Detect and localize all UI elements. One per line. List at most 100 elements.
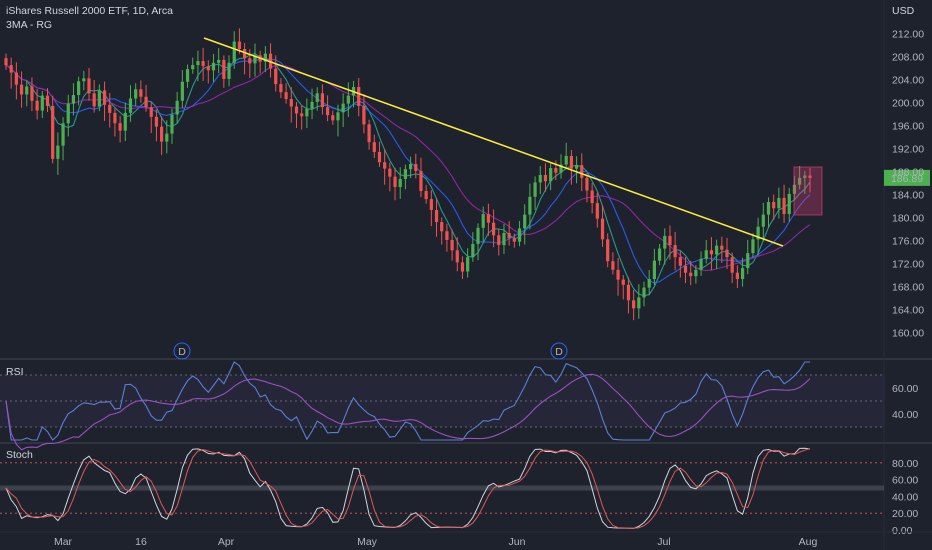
candle-body — [144, 96, 148, 108]
candle-body — [642, 287, 646, 298]
candle-body — [87, 78, 91, 94]
candle-body — [56, 145, 60, 159]
event-marker — [173, 342, 191, 360]
candle-body — [185, 69, 190, 82]
candle-body — [689, 272, 693, 277]
stoch-tick-label: 20.00 — [892, 508, 918, 520]
candlesticks — [4, 28, 812, 321]
candle-body — [720, 245, 724, 250]
price-tick-label: 180.00 — [892, 213, 924, 225]
candle-body — [310, 101, 314, 109]
candle-body — [196, 61, 200, 66]
stoch-title[interactable]: Stoch — [6, 449, 33, 461]
candle-body — [51, 105, 55, 159]
candle-body — [574, 165, 579, 169]
candle-body — [242, 49, 247, 59]
candle-body — [165, 133, 169, 142]
candle-body — [434, 210, 439, 223]
candle-body — [616, 269, 620, 280]
stoch-midband — [0, 485, 884, 491]
candle-body — [414, 164, 418, 171]
price-tick-label: 200.00 — [892, 98, 924, 110]
rsi-title[interactable]: RSI — [6, 366, 24, 378]
candle-body — [227, 62, 231, 79]
candle-body — [632, 300, 636, 309]
candle-body — [315, 93, 319, 102]
candle-body — [766, 201, 771, 215]
candle-body — [305, 108, 309, 117]
ma-slow-line — [5, 64, 811, 272]
candle-body — [756, 226, 760, 240]
candle-body — [637, 297, 641, 309]
candle-body — [569, 155, 574, 169]
candle-body — [502, 233, 506, 246]
candle-body — [497, 235, 501, 246]
candle-body — [35, 100, 39, 111]
candle-body — [14, 72, 18, 85]
candle-body — [274, 68, 278, 85]
candle-body — [284, 92, 288, 100]
stoch-tick-label: 40.00 — [892, 491, 918, 503]
candle-body — [263, 53, 267, 62]
candle-body — [673, 245, 677, 258]
candle-body — [383, 162, 387, 169]
candle-body — [170, 114, 174, 134]
last-price-badge — [884, 169, 930, 186]
time-tick-label: Jul — [657, 536, 670, 548]
candle-body — [663, 235, 667, 249]
candle-body — [533, 182, 537, 197]
price-tick-label: 172.00 — [892, 259, 924, 271]
candle-body — [92, 93, 96, 107]
candle-body — [123, 112, 127, 131]
candle-body — [9, 65, 13, 73]
candle-body — [476, 227, 480, 244]
candle-body — [751, 239, 755, 254]
candle-body — [725, 249, 729, 258]
stoch-d-line — [5, 448, 811, 529]
stoch-k-line — [5, 447, 811, 529]
candle-body — [512, 238, 516, 242]
event-label: D — [555, 346, 563, 358]
event-label: D — [178, 346, 186, 358]
candle-body — [154, 116, 159, 127]
candle-body — [538, 174, 542, 183]
candle-body — [678, 257, 682, 266]
annotations: D D 186.89 — [173, 37, 930, 360]
candle-body — [113, 112, 117, 124]
symbol-title: iShares Russell 2000 ETF, 1D, Arca — [6, 5, 173, 17]
candle-body — [4, 58, 8, 66]
candle-body — [217, 59, 221, 63]
candle-body — [460, 262, 465, 272]
rsi-tick-label: 60.00 — [892, 383, 918, 395]
candle-body — [357, 86, 361, 106]
candle-body — [367, 124, 371, 143]
candle-body — [279, 84, 283, 93]
candle-body — [549, 168, 553, 182]
candle-body — [128, 98, 133, 113]
candle-body — [740, 268, 745, 280]
candle-body — [372, 142, 376, 152]
candle-body — [782, 197, 786, 215]
stoch-tick-label: 60.00 — [892, 475, 918, 487]
candle-body — [71, 95, 76, 104]
price-tick-label: 208.00 — [892, 52, 924, 64]
candle-body — [289, 99, 293, 107]
time-tick-label: Jun — [509, 536, 526, 548]
candle-body — [341, 103, 345, 113]
candle-body — [160, 126, 164, 142]
candle-body — [491, 222, 496, 236]
price-tick-label: 168.00 — [892, 282, 924, 294]
candle-body — [408, 164, 413, 170]
candle-body — [626, 284, 631, 301]
candle-body — [377, 151, 382, 163]
candle-body — [694, 269, 698, 277]
candle-body — [134, 89, 138, 99]
rsi-tick-label: 40.00 — [892, 409, 918, 421]
time-tick-label: Aug — [799, 536, 818, 548]
ma-fast-line — [5, 52, 811, 297]
time-axis: Mar 16 Apr May Jun Jul Aug — [0, 531, 932, 548]
candle-body — [320, 93, 325, 108]
candle-body — [455, 250, 459, 263]
stoch-pane: 80.00 60.00 40.00 20.00 0.00 — [0, 447, 918, 537]
